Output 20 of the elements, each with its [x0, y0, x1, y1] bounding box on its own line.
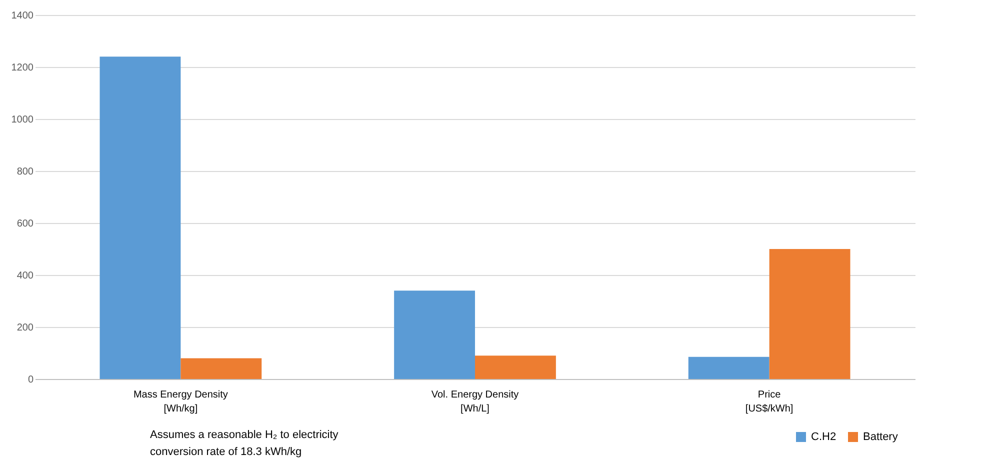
text: Assumes a reasonable H₂ to electricity conversion rate of 18.3 kWh/kg: [150, 429, 339, 458]
bar: [688, 356, 770, 379]
y-tick-label: 1200: [11, 62, 34, 74]
y-tick-label: 400: [16, 270, 34, 282]
y-tick-label: 200: [16, 322, 34, 334]
bar: [180, 358, 262, 379]
bar: [100, 56, 181, 379]
legend-label: C.H2: [811, 431, 836, 443]
bar: [394, 290, 475, 379]
y-tick-label: 0: [28, 374, 34, 386]
y-tick-label: 1000: [11, 114, 34, 126]
bar: [769, 249, 850, 379]
x-tick-label: Price [US$/kWh]: [745, 390, 794, 414]
legend-label: Battery: [863, 431, 898, 443]
bar: [475, 356, 556, 379]
y-tick-label: 1400: [11, 10, 34, 22]
x-tick-label: Mass Energy Density [Wh/kg]: [133, 390, 228, 414]
y-tick-label: 600: [16, 218, 34, 230]
y-tick-label: 800: [16, 166, 34, 178]
x-tick-label: Vol. Energy Density [Wh/L]: [431, 390, 519, 414]
